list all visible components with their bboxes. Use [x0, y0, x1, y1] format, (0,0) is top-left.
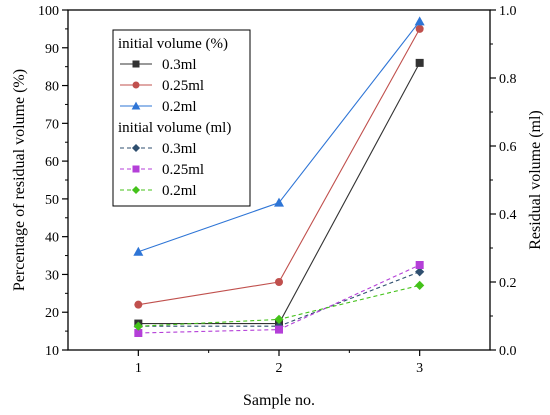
data-point	[134, 329, 143, 337]
data-point	[414, 16, 425, 26]
y-left-tick-label: 10	[45, 344, 59, 359]
x-tick-label: 2	[276, 361, 283, 376]
data-point	[274, 197, 284, 207]
y-right-tick-label: 0.0	[499, 344, 517, 359]
y-right-tick-label: 0.4	[499, 208, 517, 223]
x-axis-title: Sample no.	[243, 392, 315, 409]
legend-entry-label: 0.25ml	[162, 162, 204, 178]
data-point	[131, 101, 141, 110]
data-point	[132, 60, 140, 68]
y-left-tick-label: 70	[45, 117, 59, 132]
y-right-tick-label: 0.2	[499, 276, 517, 291]
data-point	[131, 185, 141, 195]
data-point	[132, 165, 140, 173]
y-axis-left-title: Percentage of residual volume (%)	[11, 69, 28, 291]
data-point	[415, 24, 424, 33]
series-right-0-2ml	[133, 280, 425, 331]
y-left-tick-label: 50	[45, 193, 59, 208]
legend-entry-label: 0.2ml	[162, 183, 197, 199]
series-right-0-25ml	[134, 261, 424, 337]
data-point	[415, 280, 425, 290]
legend-entry-label: 0.3ml	[162, 57, 197, 73]
series-left-0-2ml	[133, 16, 425, 256]
data-point	[131, 143, 141, 153]
y-axis-right-title: Residual volume (ml)	[527, 110, 544, 250]
data-point	[275, 325, 283, 334]
axes-layer: 1 2 3 10 20 30 40 50 60 70 80 90 100 0.0 0.2 0.4 0.6 0.8 1…	[38, 4, 517, 376]
legend-entry-label: 0.2ml	[162, 99, 197, 115]
x-tick-label: 1	[135, 361, 142, 376]
y-left-tick-label: 100	[38, 4, 59, 19]
data-point	[133, 321, 143, 331]
x-tick-label: 3	[416, 361, 423, 376]
data-point	[133, 246, 144, 256]
legend-group-title: initial volume (ml)	[118, 120, 231, 136]
data-point	[274, 314, 284, 324]
y-left-tick-label: 80	[45, 80, 59, 95]
y-right-tick-label: 0.8	[499, 72, 517, 87]
y-right-tick-label: 0.6	[499, 140, 517, 155]
legend-entry-label: 0.3ml	[162, 141, 197, 157]
y-right-tick-label: 1.0	[499, 4, 517, 19]
y-left-tick-label: 20	[45, 306, 59, 321]
y-left-tick-label: 30	[45, 268, 59, 283]
series-layer	[133, 16, 425, 337]
y-left-tick-label: 40	[45, 231, 59, 246]
data-point	[275, 278, 283, 286]
y-left-tick-label: 90	[45, 42, 59, 57]
data-point	[415, 58, 424, 67]
data-point	[134, 300, 143, 309]
legend-group-title: initial volume (%)	[118, 36, 228, 52]
data-point	[415, 261, 424, 269]
series-left-0-25ml	[134, 24, 424, 309]
data-point	[132, 81, 140, 89]
data-point	[415, 267, 425, 277]
y-left-tick-label: 60	[45, 155, 59, 170]
legend-layer: initial volume (%) 0.3ml 0.25ml 0.2ml initia…	[112, 29, 251, 207]
legend-box	[112, 29, 251, 207]
legend-entry-label: 0.25ml	[162, 78, 204, 94]
